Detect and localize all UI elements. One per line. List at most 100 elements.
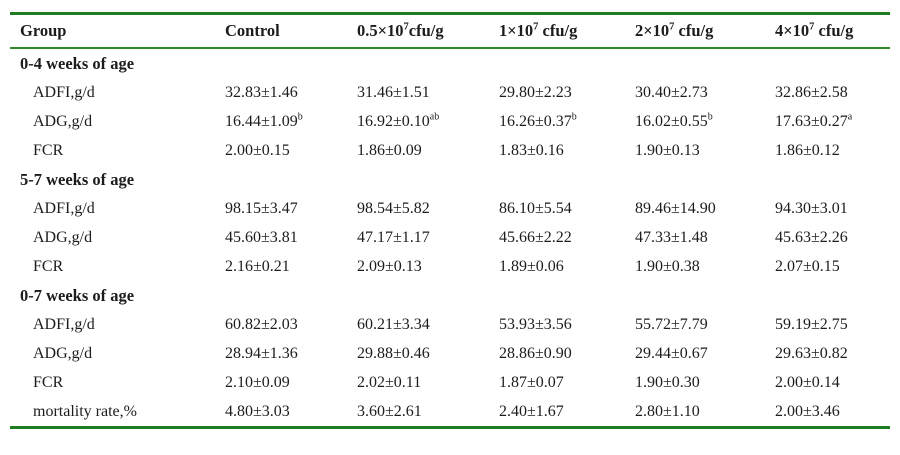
column-header-control: Control (215, 13, 347, 49)
table-row: FCR 2.16±0.21 2.09±0.13 1.89±0.06 1.90±0.38 2… (10, 252, 890, 281)
cell-value: 16.92±0.10 (357, 112, 430, 130)
cell-value: 1.86±0.09 (357, 141, 422, 159)
value-cell: 16.44±1.09b (215, 107, 347, 136)
value-cell: 1.86±0.09 (347, 136, 489, 165)
value-cell: 59.19±2.75 (765, 310, 890, 339)
row-label: ADG,g/d (33, 344, 93, 362)
column-header-dose-05: 0.5×107cfu/g (347, 13, 489, 49)
column-header-dose-1: 1×107 cfu/g (489, 13, 625, 49)
cell-value: 45.60±3.81 (225, 228, 298, 246)
table-header: Group Control 0.5×107cfu/g 1×107 cfu/g 2… (10, 13, 890, 49)
value-cell: 1.83±0.16 (489, 136, 625, 165)
row-label: ADFI,g/d (33, 199, 95, 217)
table-row: ADG,g/d 16.44±1.09b 16.92±0.10ab 16.26±0.37… (10, 107, 890, 136)
value-cell: 2.00±0.15 (215, 136, 347, 165)
header-text: 4×10 (775, 21, 810, 40)
cell-value: 1.90±0.38 (635, 257, 700, 275)
value-cell: 2.10±0.09 (215, 368, 347, 397)
cell-value: 1.86±0.12 (775, 141, 840, 159)
value-cell: 47.33±1.48 (625, 223, 765, 252)
value-cell: 2.80±1.10 (625, 397, 765, 428)
value-cell: 30.40±2.73 (625, 78, 765, 107)
value-cell: 16.26±0.37b (489, 107, 625, 136)
header-text: 0.5×10 (357, 21, 404, 40)
section-title: 0-7 weeks of age (20, 285, 135, 305)
header-text: cfu/g (814, 21, 854, 40)
cell-value: 2.10±0.09 (225, 373, 290, 391)
cell-value: 2.09±0.13 (357, 257, 422, 275)
results-table-container: Group Control 0.5×107cfu/g 1×107 cfu/g 2… (10, 12, 890, 429)
header-text: Control (225, 21, 280, 40)
value-cell: 32.83±1.46 (215, 78, 347, 107)
section-row: 0-7 weeks of age (10, 281, 890, 310)
value-cell: 98.15±3.47 (215, 194, 347, 223)
cell-value: 2.00±0.15 (225, 141, 290, 159)
value-cell: 29.88±0.46 (347, 339, 489, 368)
value-cell: 45.60±3.81 (215, 223, 347, 252)
cell-value: 86.10±5.54 (499, 199, 572, 217)
table-row: ADFI,g/d 60.82±2.03 60.21±3.34 53.93±3.56 55… (10, 310, 890, 339)
header-superscript: 7 (669, 21, 675, 33)
cell-value: 16.26±0.37 (499, 112, 572, 130)
significance-superscript: b (707, 111, 713, 123)
section-row: 0-4 weeks of age (10, 48, 890, 78)
cell-value: 32.86±2.58 (775, 83, 848, 101)
column-header-dose-4: 4×107 cfu/g (765, 13, 890, 49)
cell-value: 28.86±0.90 (499, 344, 572, 362)
cell-value: 2.16±0.21 (225, 257, 290, 275)
header-text: cfu/g (538, 21, 578, 40)
row-label: ADFI,g/d (33, 83, 95, 101)
cell-value: 1.83±0.16 (499, 141, 564, 159)
row-label: FCR (33, 141, 64, 159)
value-cell: 55.72±7.79 (625, 310, 765, 339)
header-superscript: 7 (809, 21, 815, 33)
value-cell: 94.30±3.01 (765, 194, 890, 223)
row-label: mortality rate,% (33, 402, 137, 420)
value-cell: 28.94±1.36 (215, 339, 347, 368)
column-header-dose-2: 2×107 cfu/g (625, 13, 765, 49)
value-cell: 98.54±5.82 (347, 194, 489, 223)
significance-superscript: ab (429, 111, 440, 123)
value-cell: 28.86±0.90 (489, 339, 625, 368)
header-superscript: 7 (533, 21, 539, 33)
value-cell: 2.00±3.46 (765, 397, 890, 428)
cell-value: 3.60±2.61 (357, 402, 422, 420)
table-row: FCR 2.10±0.09 2.02±0.11 1.87±0.07 1.90±0.30 2… (10, 368, 890, 397)
cell-value: 2.02±0.11 (357, 373, 422, 391)
header-row: Group Control 0.5×107cfu/g 1×107 cfu/g 2… (10, 13, 890, 49)
cell-value: 55.72±7.79 (635, 315, 708, 333)
cell-value: 1.87±0.07 (499, 373, 564, 391)
table-row: mortality rate,% 4.80±3.03 3.60±2.61 2.40±1… (10, 397, 890, 428)
cell-value: 45.66±2.22 (499, 228, 572, 246)
value-cell: 2.07±0.15 (765, 252, 890, 281)
cell-value: 2.40±1.67 (499, 402, 564, 420)
row-label: ADFI,g/d (33, 315, 95, 333)
header-text: 1×10 (499, 21, 534, 40)
cell-value: 29.63±0.82 (775, 344, 848, 362)
header-text: Group (20, 21, 67, 40)
value-cell: 29.63±0.82 (765, 339, 890, 368)
value-cell: 17.63±0.27a (765, 107, 890, 136)
cell-value: 47.17±1.17 (357, 228, 430, 246)
significance-superscript: b (571, 111, 577, 123)
section-title: 5-7 weeks of age (20, 169, 135, 189)
cell-value: 29.80±2.23 (499, 83, 572, 101)
value-cell: 29.44±0.67 (625, 339, 765, 368)
value-cell: 2.00±0.14 (765, 368, 890, 397)
table-row: ADFI,g/d 32.83±1.46 31.46±1.51 29.80±2.23 30… (10, 78, 890, 107)
value-cell: 53.93±3.56 (489, 310, 625, 339)
row-label: ADG,g/d (33, 228, 93, 246)
cell-value: 4.80±3.03 (225, 402, 290, 420)
value-cell: 2.16±0.21 (215, 252, 347, 281)
cell-value: 59.19±2.75 (775, 315, 848, 333)
cell-value: 47.33±1.48 (635, 228, 708, 246)
value-cell: 3.60±2.61 (347, 397, 489, 428)
cell-value: 29.44±0.67 (635, 344, 708, 362)
cell-value: 45.63±2.26 (775, 228, 848, 246)
section-row: 5-7 weeks of age (10, 165, 890, 194)
value-cell: 31.46±1.51 (347, 78, 489, 107)
column-header-group: Group (10, 13, 215, 49)
value-cell: 1.89±0.06 (489, 252, 625, 281)
value-cell: 47.17±1.17 (347, 223, 489, 252)
header-text: cfu/g (408, 21, 444, 40)
